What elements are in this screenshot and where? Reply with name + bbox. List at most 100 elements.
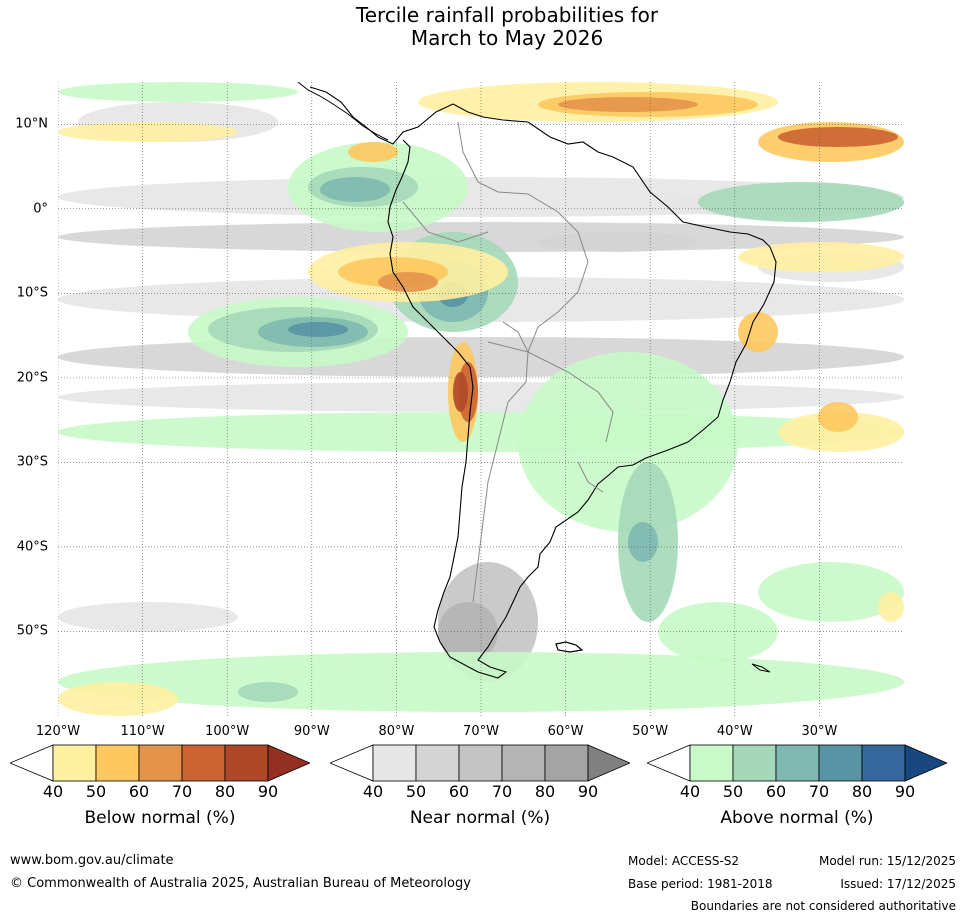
colorbar-tick-label: 50 — [85, 782, 107, 801]
colorbar-swatch — [861, 744, 906, 782]
colorbar-tick-label: 70 — [171, 782, 193, 801]
colorbar-swatch — [224, 744, 269, 782]
probability-region — [58, 412, 904, 452]
colorbar-tick-label: 40 — [679, 782, 701, 801]
graticule — [58, 82, 904, 716]
colorbar-tick-label: 70 — [808, 782, 830, 801]
longitude-label: 50°W — [632, 724, 669, 739]
probability-region — [818, 402, 858, 432]
probability-region — [378, 272, 438, 292]
longitude-label: 80°W — [378, 724, 415, 739]
boundaries-disclaimer: Boundaries are not considered authoritat… — [690, 899, 956, 913]
colorbar-tick-label: 50 — [722, 782, 744, 801]
probability-region — [698, 182, 904, 222]
title-line-1: Tercile rainfall probabilities for — [355, 3, 659, 27]
colorbar-swatch — [181, 744, 226, 782]
probability-region — [438, 602, 498, 662]
colorbar-tick-label: 90 — [577, 782, 599, 801]
country-borders — [402, 121, 614, 603]
colorbar-tick-label: 90 — [894, 782, 916, 801]
colorbar-swatch — [818, 744, 863, 782]
colorbar-low-extension — [647, 744, 691, 782]
colorbar-swatch — [52, 744, 97, 782]
colorbar-high-extension — [587, 744, 630, 782]
colorbar-swatch — [689, 744, 734, 782]
colorbar-tick-label: 90 — [257, 782, 279, 801]
probability-region — [538, 232, 698, 252]
probability-region — [58, 602, 238, 632]
probability-region — [758, 562, 904, 622]
longitude-label: 40°W — [716, 724, 753, 739]
south-america-coastline — [309, 86, 777, 679]
near-normal-label: Near normal (%) — [409, 808, 551, 828]
probability-region — [58, 682, 178, 716]
probability-region — [878, 592, 904, 622]
map-panel[interactable] — [58, 82, 904, 716]
colorbar-tick-label: 60 — [128, 782, 150, 801]
model-name: Model: ACCESS-S2 — [628, 854, 740, 868]
colorbar-low-extension — [10, 744, 54, 782]
model-run-date: Model run: 15/12/2025 — [818, 854, 956, 868]
latitude-label: 10°S — [16, 285, 48, 301]
probability-region — [58, 82, 298, 102]
colorbar-tick-label: 70 — [491, 782, 513, 801]
colorbar-swatch — [732, 744, 777, 782]
colorbar-tick-label: 60 — [765, 782, 787, 801]
colorbar-tick-label: 40 — [362, 782, 384, 801]
rainfall-map[interactable] — [58, 82, 904, 716]
latitude-label: 50°S — [16, 623, 48, 639]
colorbar-swatch — [415, 744, 460, 782]
south-georgia — [751, 663, 771, 673]
probability-region — [348, 142, 398, 162]
probability-region — [738, 242, 904, 272]
colorbar-tick-label: 80 — [851, 782, 873, 801]
colorbar-swatch — [138, 744, 183, 782]
probability-region — [288, 322, 348, 337]
colorbar-swatch — [775, 744, 820, 782]
probability-region — [628, 522, 658, 562]
colorbar-below-normal — [10, 744, 310, 782]
probability-field — [58, 82, 904, 716]
colorbar-near-normal — [330, 744, 630, 782]
probability-region — [320, 177, 390, 202]
base-period: Base period: 1981-2018 — [628, 877, 773, 891]
map-title: Tercile rainfall probabilities for March… — [0, 4, 965, 50]
probability-region — [778, 412, 904, 452]
colorbar-swatch — [501, 744, 546, 782]
colorbar-swatch — [372, 744, 417, 782]
longitude-label: 110°W — [120, 724, 165, 739]
colorbar-above-normal — [647, 744, 947, 782]
colorbar-high-extension — [904, 744, 947, 782]
latitude-label: 30°S — [16, 454, 48, 470]
title-line-2: March to May 2026 — [410, 26, 604, 50]
probability-region — [778, 127, 898, 147]
longitude-label: 100°W — [205, 724, 250, 739]
probability-region — [558, 97, 698, 112]
colorbar-low-extension — [330, 744, 374, 782]
latitude-label: 40°S — [16, 539, 48, 555]
latitude-label: 20°S — [16, 370, 48, 386]
colorbar-swatch — [95, 744, 140, 782]
longitude-label: 30°W — [801, 724, 838, 739]
probability-region — [238, 682, 298, 702]
below-normal-label: Below normal (%) — [84, 808, 236, 828]
bom-url-link[interactable]: www.bom.gov.au/climate — [10, 853, 174, 868]
probability-region — [58, 122, 238, 142]
falkland-islands — [555, 641, 584, 653]
central-america-coastline — [297, 82, 389, 141]
latitude-label: 0° — [33, 201, 48, 217]
latitude-label: 10°N — [15, 116, 48, 132]
colorbar-high-extension — [267, 744, 310, 782]
longitude-label: 70°W — [463, 724, 499, 739]
colorbar-tick-label: 80 — [534, 782, 556, 801]
colorbar-tick-label: 50 — [405, 782, 427, 801]
probability-region — [658, 602, 778, 662]
colorbar-tick-label: 40 — [42, 782, 64, 801]
longitude-label: 90°W — [293, 724, 330, 739]
copyright-text: © Commonwealth of Australia 2025, Austra… — [10, 876, 471, 891]
probability-region — [738, 312, 778, 352]
colorbar-swatch — [458, 744, 503, 782]
longitude-label: 60°W — [547, 724, 584, 739]
probability-region — [453, 372, 468, 412]
longitude-label: 120°W — [35, 724, 81, 739]
